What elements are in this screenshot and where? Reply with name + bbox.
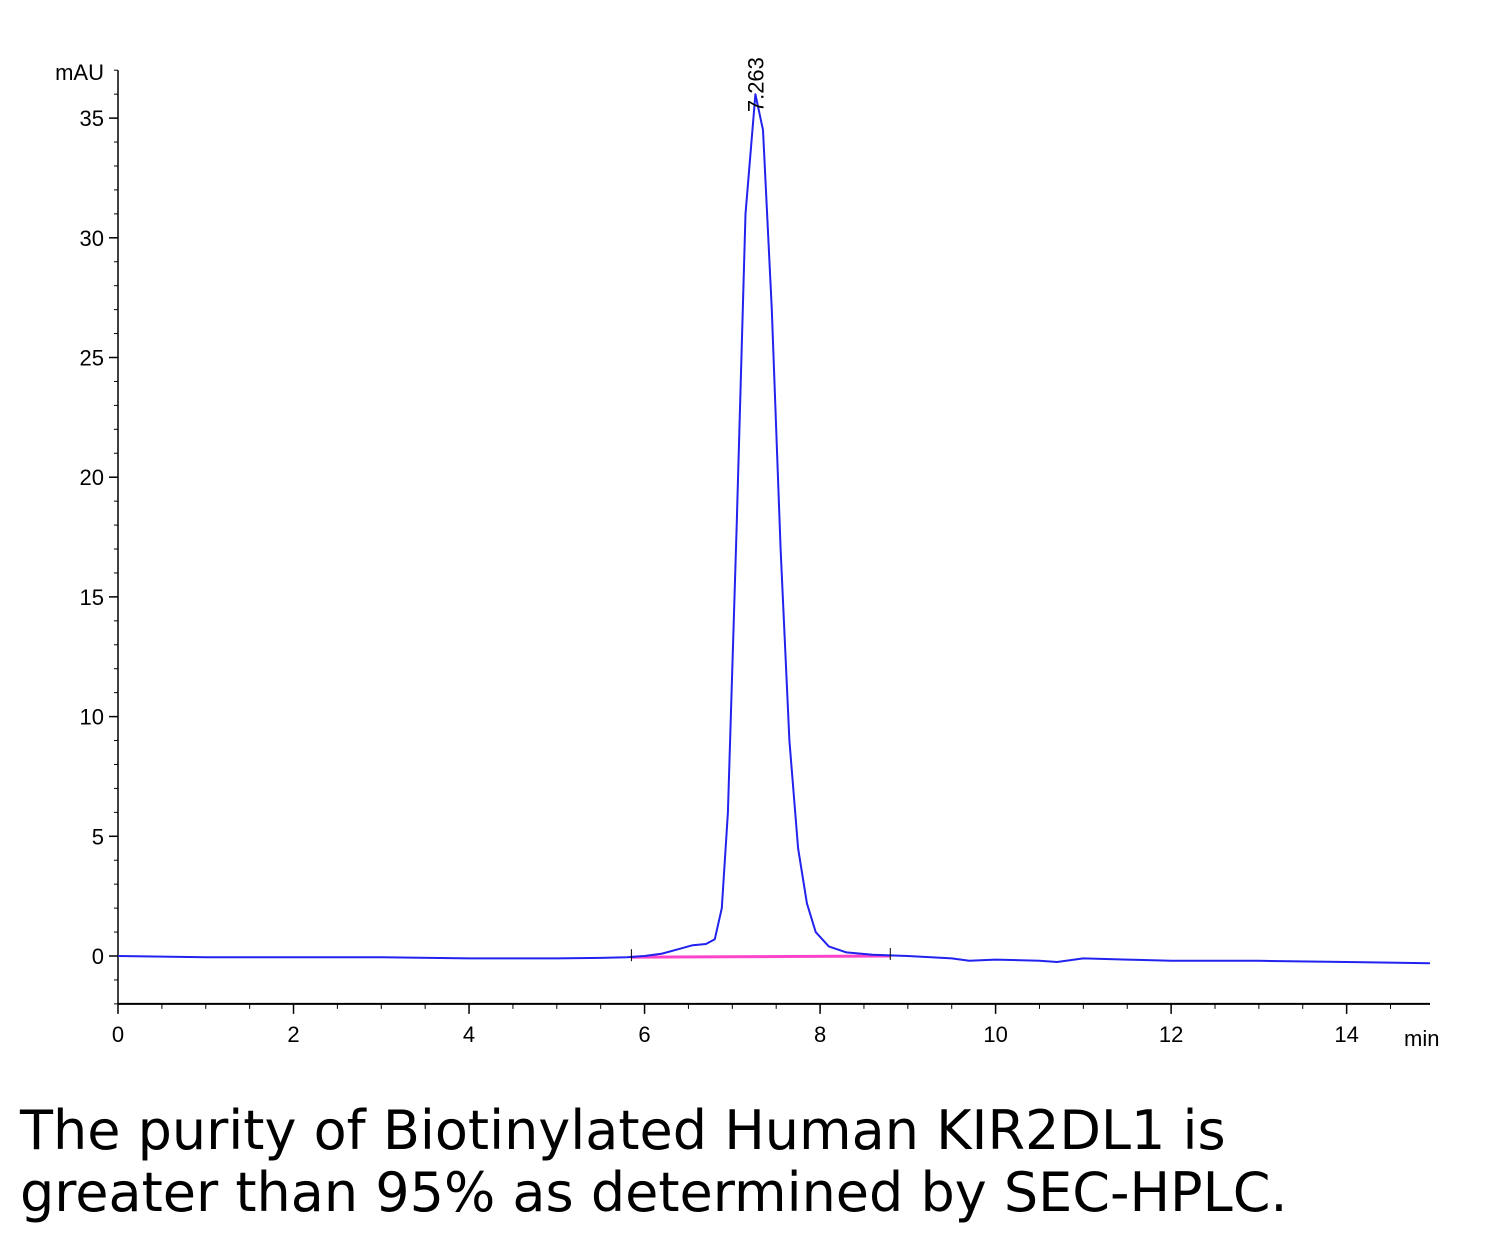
y-tick-label: 15	[80, 585, 104, 610]
x-tick-label: 4	[463, 1022, 475, 1047]
chromatogram-svg: 0 5 10 15 20 25 30 35 mAU 0 2 4 6 8 10 12 14 min 7.263	[55, 57, 1439, 1051]
series-line	[631, 954, 891, 959]
x-tick-label: 12	[1159, 1022, 1183, 1047]
y-tick-label: 30	[80, 226, 104, 251]
x-unit-label: min	[1404, 1026, 1439, 1051]
y-tick-label: 5	[92, 824, 104, 849]
y-tick-label: 0	[92, 944, 104, 969]
y-tick-label: 25	[80, 346, 104, 371]
y-unit-label: mAU	[55, 60, 104, 85]
x-tick-label: 10	[983, 1022, 1007, 1047]
series-layer	[117, 93, 1431, 965]
caption-line-1: The purity of Biotinylated Human KIR2DL1…	[20, 1099, 1226, 1162]
x-tick-label: 14	[1334, 1022, 1358, 1047]
x-tick-label: 2	[287, 1022, 299, 1047]
peak-label: 7.263	[743, 57, 768, 112]
chromatogram-chart: 0 5 10 15 20 25 30 35 mAU 0 2 4 6 8 10 12 14 min 7.263	[55, 57, 1439, 1051]
x-tick-label: 6	[638, 1022, 650, 1047]
y-tick-label: 20	[80, 465, 104, 490]
figure-caption: The purity of Biotinylated Human KIR2DL1…	[20, 1100, 1480, 1224]
y-tick-label: 35	[80, 106, 104, 131]
y-tick-label: 10	[80, 705, 104, 730]
series-line	[117, 93, 1431, 965]
caption-line-2: greater than 95% as determined by SEC-HP…	[20, 1161, 1288, 1224]
x-tick-label: 0	[112, 1022, 124, 1047]
x-tick-label: 8	[814, 1022, 826, 1047]
axes	[109, 69, 1430, 1014]
labels: 0 5 10 15 20 25 30 35 mAU 0 2 4 6 8 10 12 14 min 7.263	[55, 57, 1439, 1051]
